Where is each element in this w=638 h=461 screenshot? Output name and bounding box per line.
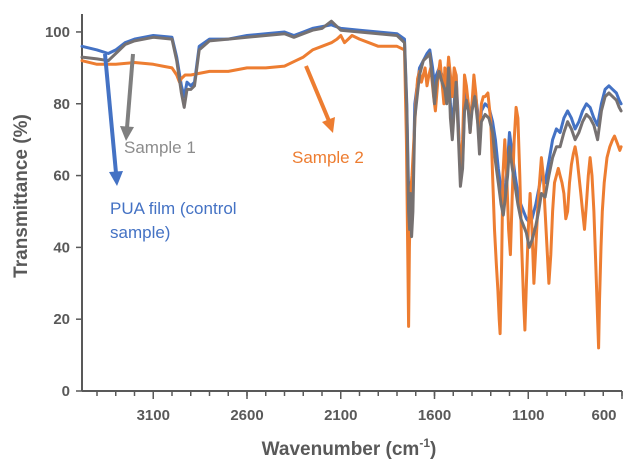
y-tick-label: 60 [53,168,70,185]
pua-film-label-line-1: PUA film (control [110,199,237,218]
sample-2-arrowhead [322,117,335,133]
series-line-sample-2 [80,34,623,350]
x-axis-title-sup: -1 [419,436,430,450]
y-tick-label: 0 [62,383,70,400]
x-tick-label: 2600 [230,407,263,424]
x-tick-label: 2100 [324,407,357,424]
sample-2-label: Sample 2 [292,148,364,167]
annotation-arrows [103,53,335,186]
sample-1-arrowhead [120,126,134,141]
ticks: 3100 2600 2100 1600 1100 600 0 20 40 60 80 100 [45,24,623,424]
sample-2-arrow [304,65,331,122]
x-tick-label: 1100 [512,407,545,424]
y-tick-label: 100 [45,24,70,41]
x-axis-title: Wavenumber (cm-1) [262,436,437,460]
x-axis-title-main: Wavenumber (cm [262,439,420,460]
y-tick-label: 80 [53,96,70,113]
series-line-sample-1 [80,19,623,249]
pua-film-label-line-2: sample) [110,223,170,242]
pua-film-arrow [103,53,118,174]
sample-1-arrow [125,53,135,129]
x-tick-label: 600 [591,407,616,424]
series [80,19,623,350]
y-axis-title: Transmittance (%) [11,114,32,278]
x-axis-title-tail: ) [430,439,436,460]
y-tick-label: 20 [53,311,70,328]
y-tick-label: 40 [53,239,70,256]
x-tick-label: 1600 [418,407,451,424]
sample-1-label: Sample 1 [124,138,196,157]
pua-film-label: PUA film (control sample) [110,199,241,242]
pua-film-arrowhead [109,171,123,186]
x-tick-label: 3100 [137,407,170,424]
